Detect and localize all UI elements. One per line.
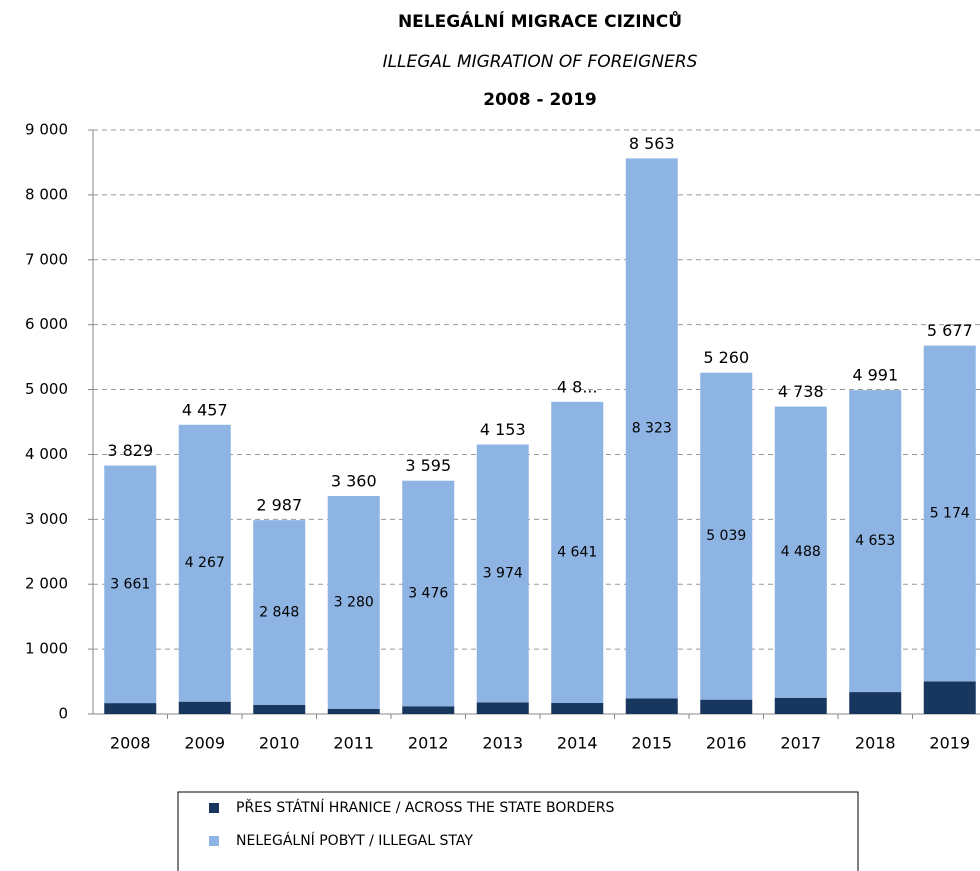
bar-segment — [774, 406, 827, 698]
bar-segment — [774, 697, 827, 714]
total-label: 4 991 — [852, 366, 898, 385]
x-tick-label: 2013 — [482, 734, 523, 753]
bar-segment — [551, 401, 604, 703]
bar-segment — [253, 704, 306, 714]
x-tick-label: 2011 — [333, 734, 374, 753]
segment-label: 4 653 — [855, 533, 895, 549]
x-tick-label: 2019 — [929, 734, 970, 753]
bar-segment — [402, 480, 455, 707]
bar-segment — [849, 692, 902, 714]
bar-segment — [476, 444, 529, 703]
segment-label: 8 323 — [632, 420, 672, 436]
bar-segment — [923, 345, 976, 682]
legend-label: NELEGÁLNÍ POBYT / ILLEGAL STAY — [236, 832, 473, 849]
bar-segment — [625, 698, 678, 714]
y-tick-label: 4 000 — [25, 445, 68, 463]
total-label: 3 829 — [107, 441, 153, 460]
bar-segment — [327, 495, 380, 709]
bar-segment — [253, 520, 306, 705]
segment-label: 5 039 — [706, 528, 746, 544]
bar-segment — [849, 390, 902, 693]
legend-label: PŘES STÁTNÍ HRANICE / ACROSS THE STATE B… — [236, 799, 615, 816]
legend-swatch — [209, 803, 219, 813]
y-tick-label: 7 000 — [25, 250, 68, 268]
total-label: 4 153 — [480, 420, 526, 439]
x-tick-label: 2009 — [184, 734, 225, 753]
y-tick-label: 5 000 — [25, 380, 68, 398]
chart-title: NELEGÁLNÍ MIGRACE CIZINCŮ — [398, 9, 682, 32]
segment-label: 2 848 — [259, 605, 299, 621]
y-tick-label: 2 000 — [25, 575, 68, 593]
chart-subtitle: ILLEGAL MIGRATION OF FOREIGNERS — [383, 52, 698, 72]
bar-segment — [327, 708, 380, 714]
segment-label: 3 661 — [110, 576, 150, 592]
y-tick-label: 8 000 — [25, 185, 68, 203]
bar-segment — [104, 465, 157, 704]
x-tick-label: 2008 — [110, 734, 151, 753]
x-tick-label: 2018 — [855, 734, 896, 753]
bar-segment — [551, 702, 604, 714]
total-label: 3 595 — [405, 456, 451, 475]
segment-label: 3 476 — [408, 586, 448, 602]
segment-label: 4 267 — [185, 555, 225, 571]
bar-segment — [923, 681, 976, 714]
total-label: 2 987 — [256, 496, 302, 515]
x-tick-label: 2014 — [557, 734, 598, 753]
y-tick-label: 9 000 — [25, 121, 68, 139]
segment-label: 4 641 — [557, 544, 597, 560]
bar-segment — [178, 701, 231, 714]
total-label: 5 677 — [927, 321, 973, 340]
total-label: 5 260 — [703, 348, 749, 367]
y-tick-label: 1 000 — [25, 640, 68, 658]
chart-period: 2008 - 2019 — [483, 90, 597, 110]
bar-segment — [625, 158, 678, 699]
bar-segment — [700, 372, 753, 700]
x-tick-label: 2016 — [706, 734, 747, 753]
legend-swatch — [209, 836, 219, 846]
x-tick-label: 2015 — [631, 734, 672, 753]
x-tick-label: 2012 — [408, 734, 449, 753]
x-tick-label: 2010 — [259, 734, 300, 753]
bar-segment — [700, 699, 753, 714]
bar-segment — [178, 424, 231, 702]
bar-segment — [402, 706, 455, 714]
total-label: 4 738 — [778, 382, 824, 401]
y-tick-label: 6 000 — [25, 315, 68, 333]
y-tick-label: 3 000 — [25, 510, 68, 528]
total-label: 3 360 — [331, 471, 377, 490]
segment-label: 3 974 — [483, 565, 523, 581]
x-tick-label: 2017 — [780, 734, 821, 753]
total-label: 4 8... — [557, 377, 598, 396]
bar-segment — [104, 703, 157, 714]
segment-label: 3 280 — [334, 594, 374, 610]
legend-box — [177, 791, 859, 871]
total-label: 8 563 — [629, 134, 675, 153]
total-label: 4 457 — [182, 400, 228, 419]
segment-label: 4 488 — [781, 544, 821, 560]
y-tick-label: 0 — [58, 705, 68, 723]
segment-label: 5 174 — [930, 505, 970, 521]
bar-segment — [476, 702, 529, 714]
